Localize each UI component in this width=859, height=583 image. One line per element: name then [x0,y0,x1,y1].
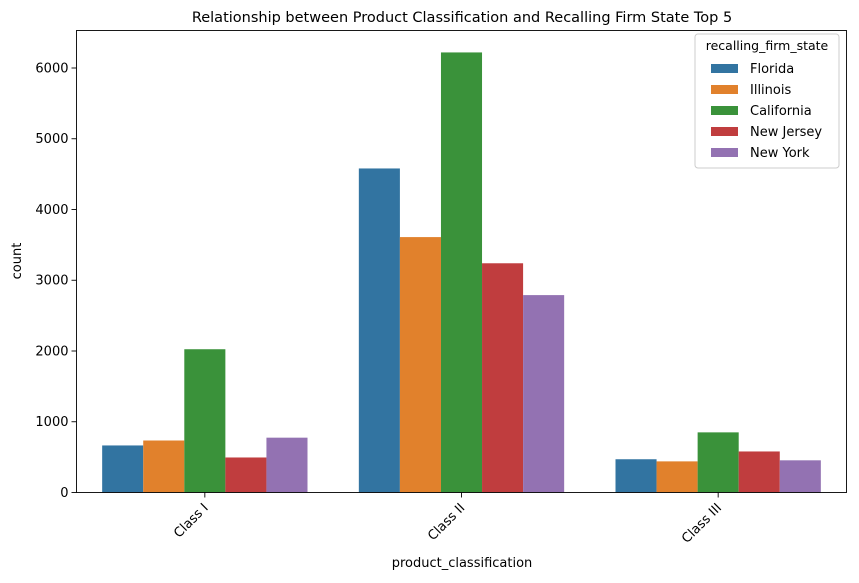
bar-new-york-class-i [266,437,308,493]
y-tick-label: 2000 [35,344,68,359]
legend-swatch [711,127,738,136]
legend-swatch [711,64,738,73]
bar-florida-class-i [102,445,144,493]
x-tick-label: Class I [171,501,211,541]
legend-label: California [750,104,812,119]
x-tick-label: Class II [425,501,468,544]
legend-title: recalling_firm_state [706,38,829,53]
bar-california-class-i [184,349,226,493]
y-axis-label: count [10,243,25,280]
y-tick-label: 5000 [35,132,68,147]
bar-new-york-class-iii [779,460,821,493]
y-tick-label: 0 [60,486,68,501]
bar-illinois-class-iii [656,461,698,493]
legend-swatch [711,148,738,157]
legend-label: New Jersey [750,125,822,140]
y-tick-label: 1000 [35,415,68,430]
x-axis-label: product_classification [392,556,533,571]
y-tick-label: 6000 [35,61,68,76]
legend-label: Florida [750,62,794,77]
bar-florida-class-ii [358,168,400,493]
bar-new-jersey-class-ii [482,263,524,493]
bar-illinois-class-ii [399,237,441,493]
y-tick-label: 3000 [35,274,68,289]
bar-new-york-class-ii [523,295,565,493]
bar-california-class-ii [440,52,483,493]
x-tick-label: Class III [679,501,725,547]
y-tick-label: 4000 [35,203,68,218]
chart-title: Relationship between Product Classificat… [192,10,732,26]
legend-swatch [711,106,738,115]
bar-illinois-class-i [143,440,185,493]
legend-label: New York [750,146,810,161]
bar-new-jersey-class-i [225,457,267,493]
legend-swatch [711,85,738,94]
bar-new-jersey-class-iii [738,451,780,493]
bar-florida-class-iii [615,459,657,493]
legend-label: Illinois [750,83,791,98]
bar-california-class-iii [697,432,739,493]
